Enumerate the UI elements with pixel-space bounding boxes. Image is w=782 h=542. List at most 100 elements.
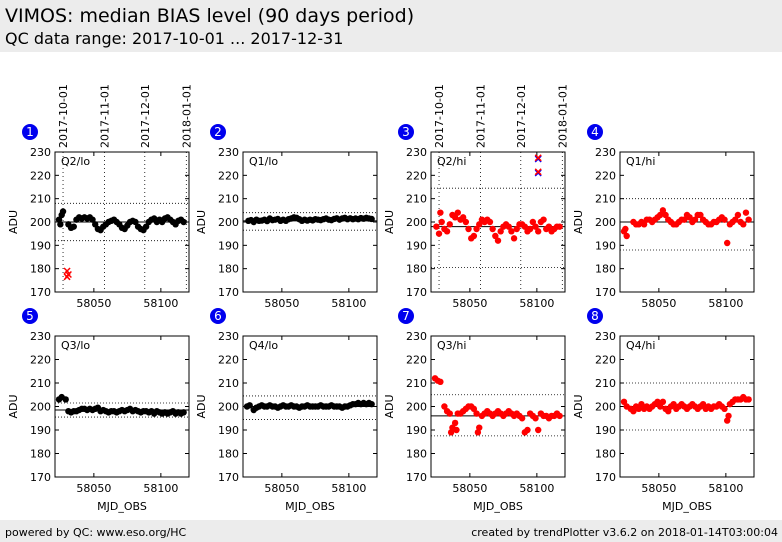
panel-label: Q3/hi — [437, 339, 466, 352]
y-tick-label: 180 — [406, 263, 427, 276]
data-point — [438, 218, 445, 226]
date-tick-label: 2017-12-01 — [515, 84, 528, 148]
data-point — [740, 221, 747, 228]
date-tick-label: 2017-11-01 — [475, 84, 488, 148]
outlier-stroke — [534, 169, 542, 177]
y-tick-label: 200 — [30, 216, 51, 229]
plot-frame — [430, 335, 566, 478]
y-tick-label: 220 — [595, 354, 616, 367]
x-axis-label: MJD_OBS — [97, 500, 147, 513]
y-axis-label: ADU — [383, 210, 396, 234]
x-tick-label: 58100 — [519, 482, 554, 495]
y-tick-label: 170 — [30, 471, 51, 484]
data-point — [657, 403, 664, 410]
y-axis-label: ADU — [7, 210, 20, 234]
data-point — [470, 232, 478, 240]
panel-number: 3 — [402, 125, 410, 139]
panel-label: Q2/lo — [61, 155, 90, 168]
outlier-stroke — [63, 267, 71, 275]
y-tick-label: 220 — [595, 169, 616, 182]
y-tick-label: 200 — [595, 216, 616, 229]
panel-badge — [398, 124, 414, 140]
y-tick-label: 170 — [595, 286, 616, 299]
data-point — [510, 235, 518, 242]
y-tick-label: 230 — [595, 146, 616, 159]
date-tick-label: 2018-01-01 — [556, 84, 569, 148]
data-point — [489, 225, 496, 233]
data-point — [521, 223, 528, 230]
data-point — [70, 223, 77, 230]
data-point — [476, 221, 483, 228]
y-tick-label: 210 — [595, 193, 616, 206]
y-tick-label: 230 — [406, 330, 427, 343]
data-point — [446, 410, 453, 417]
y-tick-label: 170 — [30, 286, 51, 299]
data-point — [508, 228, 515, 235]
data-point — [540, 216, 547, 223]
panel-label: Q2/hi — [437, 155, 466, 168]
data-point — [180, 218, 187, 226]
data-point — [742, 209, 750, 216]
y-tick-label: 200 — [406, 401, 427, 414]
y-tick-label: 230 — [218, 330, 239, 343]
data-point — [721, 405, 728, 413]
outlier-stroke — [534, 168, 542, 176]
data-point — [526, 225, 534, 233]
data-point — [529, 218, 537, 226]
panel-number: 5 — [26, 309, 34, 323]
y-tick-label: 220 — [406, 169, 427, 182]
y-tick-label: 170 — [406, 471, 427, 484]
data-point — [57, 221, 64, 228]
data-point — [435, 230, 443, 237]
y-tick-label: 190 — [30, 424, 51, 437]
y-axis-label: ADU — [7, 394, 20, 418]
y-axis-label: ADU — [195, 394, 208, 418]
x-tick-label: 58100 — [331, 482, 366, 495]
data-point — [465, 225, 472, 233]
outlier-point — [63, 273, 71, 281]
outlier-stroke — [534, 155, 542, 163]
data-point — [745, 396, 752, 403]
data-point — [453, 426, 460, 434]
panel-5: 5 170 180 190 200 210 220 230 58050 58100 ADU MJD_O… — [7, 308, 190, 513]
data-point — [492, 232, 499, 240]
header: VIMOS: median BIAS level (90 days period… — [0, 0, 782, 52]
footer: powered by QC: www.eso.org/HC created by… — [0, 520, 782, 542]
y-tick-label: 190 — [595, 424, 616, 437]
outlier-point — [534, 155, 542, 163]
data-point — [437, 209, 444, 216]
y-tick-label: 200 — [218, 401, 239, 414]
page-title: VIMOS: median BIAS level (90 days period… — [5, 5, 415, 27]
panel-badge — [587, 124, 603, 140]
x-tick-label: 58100 — [143, 297, 178, 310]
y-tick-label: 190 — [595, 239, 616, 252]
data-point — [640, 221, 648, 228]
y-tick-label: 210 — [406, 193, 427, 206]
y-axis-label: ADU — [572, 210, 585, 234]
footer-credit: powered by QC: www.eso.org/HC — [5, 526, 187, 539]
panel-label: Q1/hi — [626, 155, 655, 168]
data-point — [433, 223, 440, 230]
data-point — [513, 225, 520, 233]
data-point — [545, 223, 553, 230]
data-point — [732, 216, 739, 223]
data-point — [665, 408, 672, 415]
y-tick-label: 180 — [218, 263, 239, 276]
data-point — [535, 228, 542, 235]
panel-number: 6 — [214, 309, 222, 323]
x-tick-label: 58050 — [264, 482, 299, 495]
y-tick-label: 190 — [30, 239, 51, 252]
data-point — [462, 218, 470, 226]
panel-6: 6 170 180 190 200 210 220 230 58050 58100 ADU MJD_O… — [195, 308, 378, 513]
data-point — [441, 403, 448, 410]
panel-number: 2 — [214, 125, 222, 139]
data-point — [368, 400, 375, 408]
panel-badge — [398, 308, 414, 324]
data-point — [59, 208, 67, 215]
data-point — [132, 218, 139, 226]
y-tick-label: 220 — [218, 354, 239, 367]
outlier-stroke — [534, 154, 542, 162]
panel-number: 8 — [591, 309, 599, 323]
y-tick-label: 210 — [218, 193, 239, 206]
